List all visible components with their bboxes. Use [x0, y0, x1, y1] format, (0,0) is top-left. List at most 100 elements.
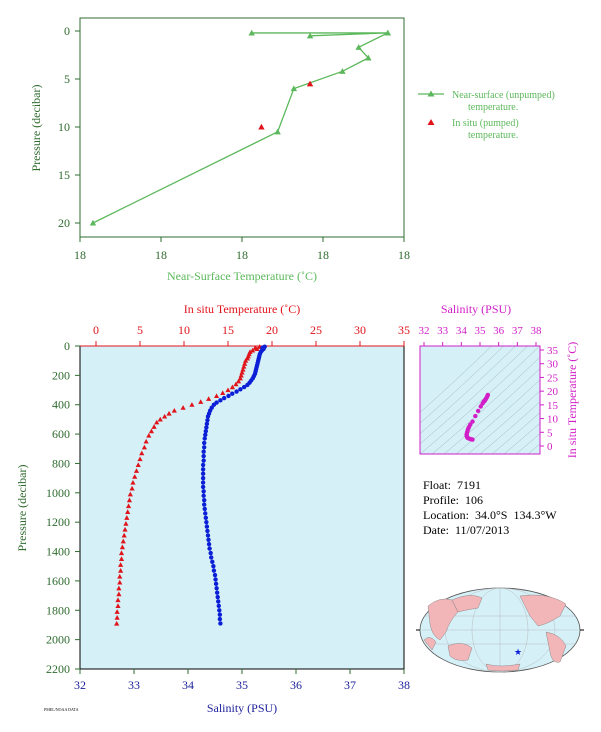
temperature-point	[189, 402, 195, 407]
ts-density-contours	[419, 345, 541, 455]
temperature-axis: 0 5 10 15 20 25 30 35	[80, 323, 410, 347]
unpumped-temperature-line	[92, 32, 389, 224]
temperature-point	[162, 413, 168, 419]
salinity-axis-label: Salinity (PSU)	[207, 701, 277, 715]
profile-plot-frame	[79, 345, 405, 670]
ts-temperature-tick-label: 5	[547, 427, 553, 439]
salinity-point	[202, 502, 207, 507]
ts-point	[473, 413, 478, 419]
salinity-point	[201, 458, 206, 463]
ts-salinity-tick-label: 33	[437, 325, 449, 337]
density-contour	[479, 401, 540, 454]
ts-salinity-axis: 32 33 34 35 36 37 38	[419, 325, 542, 346]
temperature-point	[239, 369, 245, 375]
salinity-point	[202, 506, 207, 512]
salinity-point	[204, 519, 209, 525]
density-contour	[420, 346, 504, 424]
profile-y-tick-label: 400	[52, 398, 70, 412]
ts-salinity-tick-label: 37	[512, 325, 524, 337]
temperature-point	[116, 585, 122, 591]
near-surface-y-tick-label: 5	[64, 72, 70, 86]
temperature-point	[116, 591, 122, 597]
density-contour	[420, 346, 540, 454]
salinity-point	[217, 608, 222, 613]
footer-credit: PMEL/NOAA DATA	[44, 707, 79, 712]
salinity-point	[215, 594, 220, 600]
unpumped-temperature-point	[274, 128, 281, 135]
salinity-point	[214, 590, 220, 595]
profile-y-tick-label: 800	[52, 456, 70, 470]
temperature-point	[237, 375, 243, 381]
salinity-point	[214, 586, 219, 591]
temperature-tick-label: 10	[178, 323, 190, 337]
salinity-profile	[200, 344, 267, 626]
salinity-point	[211, 564, 216, 569]
temperature-tick-label: 25	[310, 323, 322, 337]
temperature-point	[123, 521, 129, 526]
profile-y-tick-label: 1800	[46, 603, 70, 617]
salinity-point	[202, 445, 207, 450]
temperature-point	[118, 556, 125, 561]
temperature-point	[132, 474, 138, 479]
near-surface-y-tick-label: 0	[64, 24, 70, 38]
salinity-point	[205, 414, 211, 419]
pumped-temperature-point	[258, 123, 265, 130]
temperature-point	[137, 456, 143, 462]
ts-temperature-tick-label: 15	[547, 400, 559, 412]
temperature-point	[135, 462, 141, 468]
temperature-point	[121, 532, 127, 538]
salinity-point	[205, 417, 210, 423]
salinity-point	[216, 603, 221, 609]
salinity-tick-label: 35	[236, 678, 248, 692]
temperature-point	[235, 378, 242, 384]
profile-y-tick-label: 1600	[46, 574, 70, 588]
ts-point	[478, 404, 483, 409]
temperature-point	[118, 562, 124, 567]
ts-temperature-tick-label: 35	[547, 345, 559, 357]
profile-y-tick-label: 2200	[46, 662, 70, 676]
salinity-point	[202, 497, 207, 503]
salinity-point	[217, 612, 223, 617]
salinity-point	[238, 387, 243, 392]
temperature-point	[141, 444, 147, 450]
salinity-point	[201, 489, 206, 494]
land-africa	[423, 637, 437, 651]
temperature-point	[125, 503, 132, 509]
ts-salinity-tick-label: 36	[493, 325, 505, 337]
profile-y-tick-label: 600	[52, 427, 70, 441]
ts-points	[464, 392, 491, 442]
temperature-point	[139, 450, 145, 456]
near-surface-x-axis: 18 18 18 18 18	[74, 237, 410, 262]
near-surface-x-tick-label: 18	[398, 248, 410, 262]
salinity-point	[213, 577, 218, 582]
temperature-point	[250, 347, 256, 353]
salinity-tick-label: 34	[182, 678, 194, 692]
ts-temperature-tick-label: 30	[547, 359, 559, 371]
temperature-point	[129, 485, 135, 491]
salinity-point	[206, 537, 211, 542]
legend-item-pumped: In situ (pumped) temperature.	[452, 118, 519, 141]
salinity-point	[202, 436, 207, 441]
profile-chart: 0200400600800100012001400160018002000220…	[15, 302, 410, 715]
salinity-point	[216, 599, 221, 604]
profile-number: Profile: 106	[423, 493, 483, 507]
near-surface-y-axis: 0 5 10 15 20	[58, 24, 80, 230]
ts-temperature-label: In situ Temperature (˚C)	[565, 342, 579, 459]
temperature-tick-label: 20	[266, 323, 278, 337]
temperature-point	[225, 387, 231, 393]
temperature-point	[154, 419, 160, 425]
near-surface-x-tick-label: 18	[236, 248, 248, 262]
world-map: ★	[416, 587, 584, 673]
near-surface-y-label: Pressure (decibar)	[29, 85, 43, 172]
unpumped-temperature-point	[248, 29, 255, 36]
near-surface-y-tick-label: 10	[58, 120, 70, 134]
salinity-point	[208, 550, 213, 556]
salinity-point	[226, 393, 231, 399]
temperature-point	[220, 390, 226, 396]
temperature-point	[114, 609, 120, 614]
salinity-point	[203, 432, 208, 438]
temperature-point	[180, 405, 186, 410]
temperature-point	[213, 393, 220, 398]
